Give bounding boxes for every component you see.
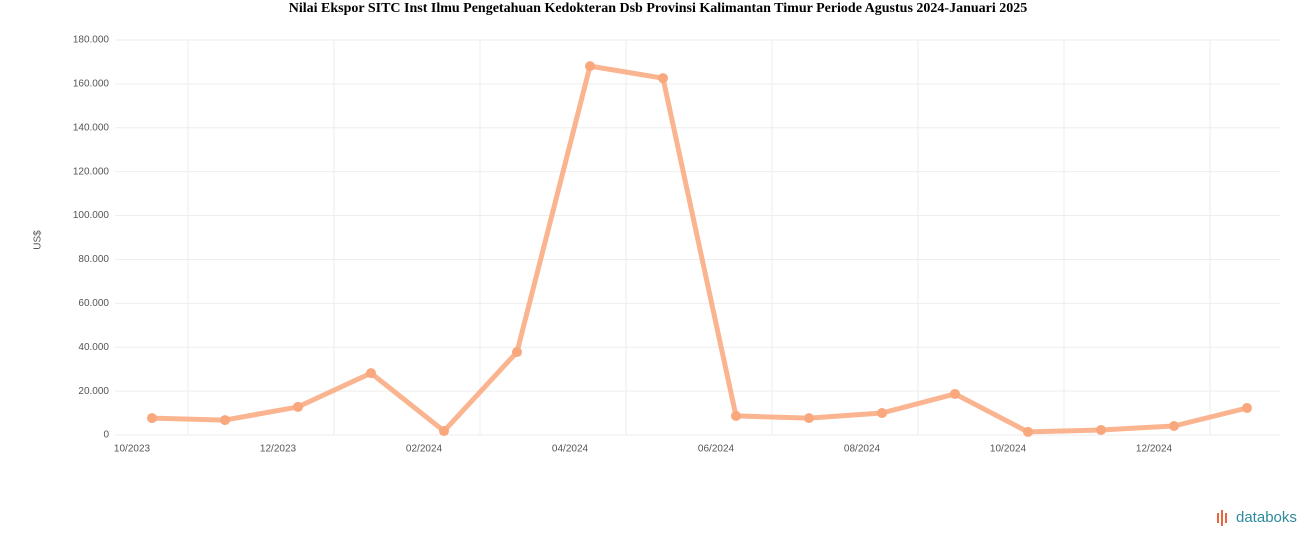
point xyxy=(1023,426,1033,437)
point xyxy=(366,368,376,379)
point xyxy=(1242,403,1252,414)
point xyxy=(1169,421,1179,432)
x-tick-label: 06/2024 xyxy=(698,444,735,455)
point xyxy=(731,410,741,421)
point xyxy=(658,73,668,84)
logo: databoks xyxy=(1217,509,1297,526)
y-tick-label: 0 xyxy=(103,430,109,441)
point xyxy=(512,347,522,358)
x-tick-label: 10/2024 xyxy=(990,444,1027,455)
point xyxy=(439,426,449,437)
point xyxy=(804,413,814,424)
brand: databoks xyxy=(1236,509,1297,526)
y-tick-label: 180.000 xyxy=(73,35,110,46)
x-tick-label: 10/2023 xyxy=(114,444,151,455)
y-tick-label: 60.000 xyxy=(78,298,109,309)
y-tick-label: 100.000 xyxy=(73,210,110,221)
point xyxy=(877,408,887,419)
logo-bar xyxy=(1217,513,1219,523)
y-tick-label: 140.000 xyxy=(73,122,110,133)
chart-title: Nilai Ekspor SITC Inst Ilmu Pengetahuan … xyxy=(289,1,1028,16)
logo-bar xyxy=(1221,510,1223,526)
y-tick-label: 120.000 xyxy=(73,166,110,177)
y-axis-label: US$ xyxy=(33,230,44,250)
x-tick-label: 04/2024 xyxy=(552,444,589,455)
line xyxy=(151,63,1248,435)
y-tick-label: 160.000 xyxy=(73,79,110,90)
x-tick-label: 12/2023 xyxy=(260,444,297,455)
y-tick-label: 20.000 xyxy=(78,386,109,397)
x-tick-label: 12/2024 xyxy=(1136,444,1173,455)
point xyxy=(220,415,230,426)
x-tick-label: 08/2024 xyxy=(844,444,881,455)
logo-bar xyxy=(1225,513,1227,523)
y-tick-label: 40.000 xyxy=(78,342,109,353)
point xyxy=(147,413,157,424)
point xyxy=(293,401,303,412)
x-tick-label: 02/2024 xyxy=(406,444,443,455)
point xyxy=(1096,424,1106,435)
point xyxy=(585,61,595,72)
point xyxy=(950,388,960,399)
y-tick-label: 80.000 xyxy=(78,254,109,265)
